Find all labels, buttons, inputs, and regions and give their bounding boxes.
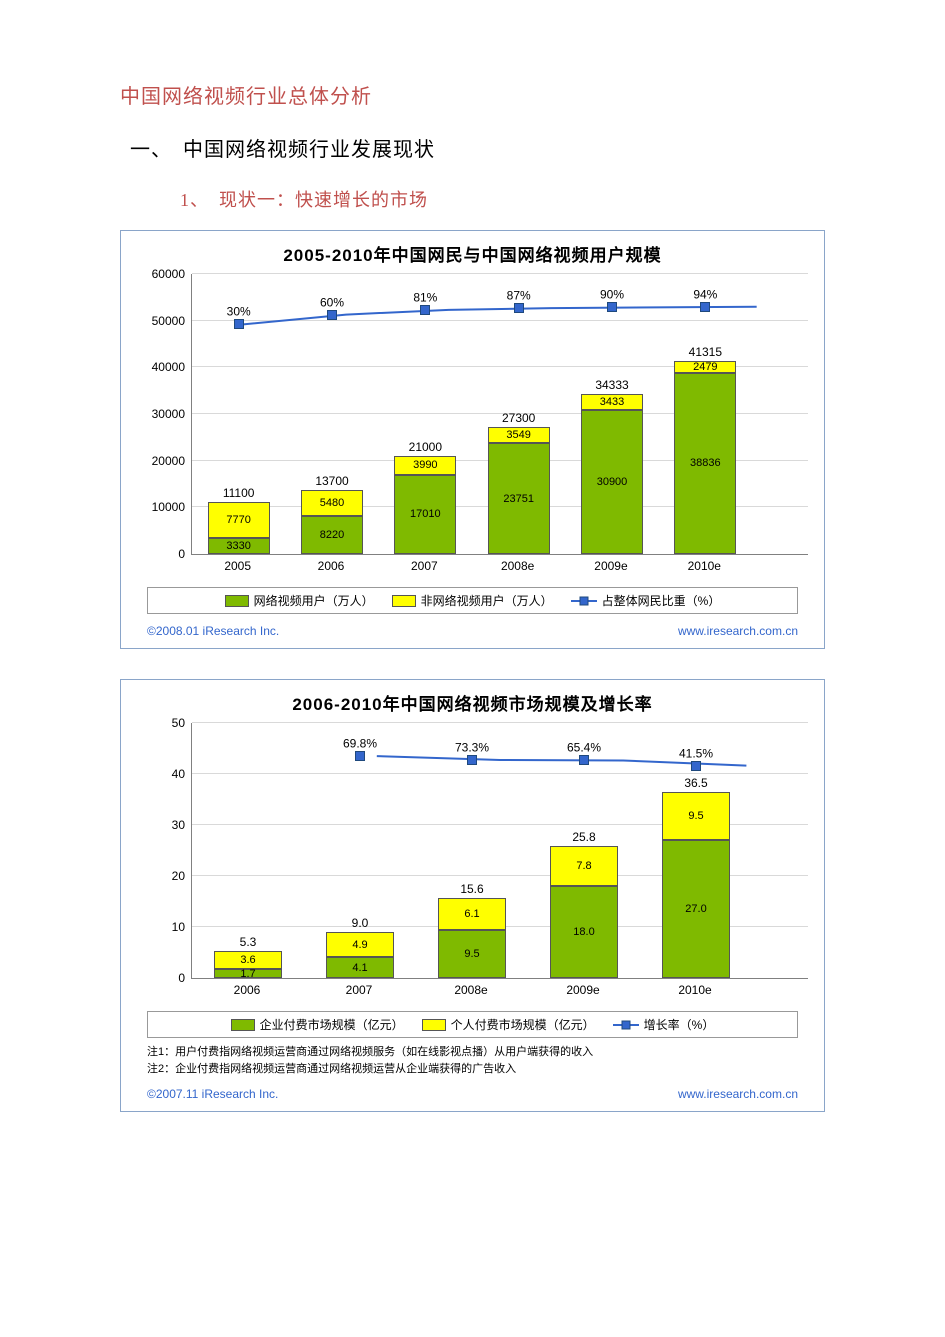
legend-label: 占整体网民比重（%） [602, 592, 721, 609]
chart-2-plot-area: 1.73.65.34.14.99.09.56.115.618.07.825.82… [191, 723, 808, 979]
chart-1-title: 2005-2010年中国网民与中国网络视频用户规模 [137, 241, 808, 266]
legend-item: 网络视频用户（万人） [225, 592, 374, 609]
swatch-line-icon [571, 600, 597, 602]
legend-label: 网络视频用户（万人） [254, 592, 374, 609]
document-page: 中国网络视频行业总体分析 一、 中国网络视频行业发展现状 1、 现状一：快速增长… [0, 0, 945, 1202]
copyright-text: ©2007.11 iResearch Inc. [147, 1087, 278, 1101]
source-url: www.iresearch.com.cn [678, 624, 798, 638]
legend-label: 增长率（%） [644, 1016, 715, 1033]
legend-item: 非网络视频用户（万人） [392, 592, 553, 609]
chart-2-footer: ©2007.11 iResearch Inc. www.iresearch.co… [147, 1087, 798, 1101]
subsection-heading: 1、 现状一：快速增长的市场 [120, 186, 825, 212]
legend-item: 增长率（%） [613, 1016, 715, 1033]
swatch-line-icon [613, 1024, 639, 1026]
legend-item: 个人付费市场规模（亿元） [422, 1016, 595, 1033]
legend-item: 企业付费市场规模（亿元） [231, 1016, 404, 1033]
chart-2-plot: 01020304050 1.73.65.34.14.99.09.56.115.6… [137, 723, 808, 979]
swatch-icon [392, 595, 416, 607]
swatch-icon [231, 1019, 255, 1031]
section-heading: 一、 中国网络视频行业发展现状 [120, 133, 825, 162]
chart-1-plot: 0100002000030000400005000060000 33307770… [137, 274, 808, 555]
chart-1-y-axis: 0100002000030000400005000060000 [137, 274, 191, 554]
chart-2-y-axis: 01020304050 [137, 723, 191, 978]
chart-2-title: 2006-2010年中国网络视频市场规模及增长率 [137, 690, 808, 715]
chart-2-x-labels: 200620072008e2009e2010e [191, 983, 751, 997]
source-url: www.iresearch.com.cn [678, 1087, 798, 1101]
copyright-text: ©2008.01 iResearch Inc. [147, 624, 279, 638]
swatch-icon [225, 595, 249, 607]
chart-1-plot-area: 3330777011100822054801370017010399021000… [191, 274, 808, 555]
legend-item: 占整体网民比重（%） [571, 592, 721, 609]
chart-2-legend: 企业付费市场规模（亿元） 个人付费市场规模（亿元） 增长率（%） [147, 1011, 798, 1038]
note-line: 注2：企业付费指网络视频运营商通过网络视频运营从企业端获得的广告收入 [147, 1061, 798, 1078]
note-line: 注1：用户付费指网络视频运营商通过网络视频服务（如在线影视点播）从用户端获得的收… [147, 1044, 798, 1061]
chart-1: 2005-2010年中国网民与中国网络视频用户规模 01000020000300… [120, 230, 825, 649]
legend-label: 个人付费市场规模（亿元） [451, 1016, 595, 1033]
swatch-icon [422, 1019, 446, 1031]
doc-title: 中国网络视频行业总体分析 [120, 80, 825, 109]
chart-1-x-labels: 2005200620072008e2009e2010e [191, 559, 751, 573]
chart-1-footer: ©2008.01 iResearch Inc. www.iresearch.co… [147, 624, 798, 638]
legend-label: 企业付费市场规模（亿元） [260, 1016, 404, 1033]
chart-2: 2006-2010年中国网络视频市场规模及增长率 01020304050 1.7… [120, 679, 825, 1112]
legend-label: 非网络视频用户（万人） [421, 592, 553, 609]
chart-2-notes: 注1：用户付费指网络视频运营商通过网络视频服务（如在线影视点播）从用户端获得的收… [147, 1044, 798, 1077]
chart-1-legend: 网络视频用户（万人） 非网络视频用户（万人） 占整体网民比重（%） [147, 587, 798, 614]
